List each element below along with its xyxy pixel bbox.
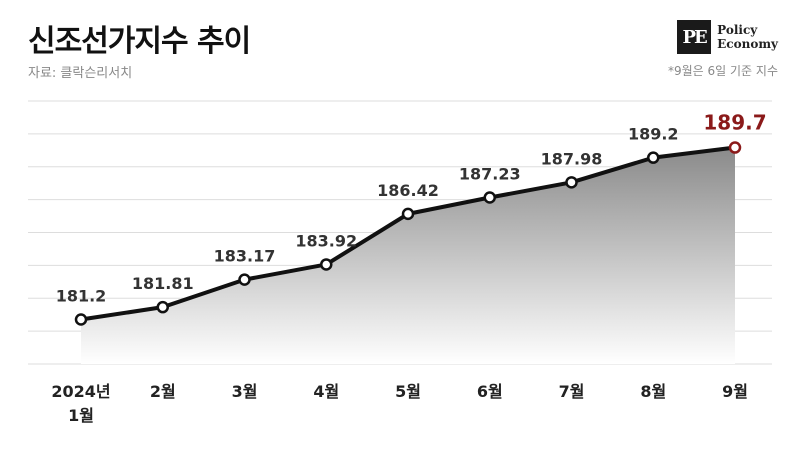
footnote: *9월은 6일 기준 지수 [668, 64, 778, 78]
data-point [320, 258, 333, 271]
x-tick-label: 8월 [640, 382, 666, 401]
data-label: 186.42 [377, 181, 439, 200]
data-point [483, 191, 496, 204]
x-tick-label: 9월 [722, 382, 748, 401]
x-tick-label: 2024년 1월 [51, 382, 110, 425]
data-point [401, 207, 415, 221]
publisher-logo: PE Policy Economy [677, 20, 778, 54]
data-label: 183.17 [214, 247, 276, 266]
data-point [565, 176, 578, 189]
data-point [238, 273, 251, 286]
data-label: 183.92 [295, 231, 357, 250]
chart-title: 신조선가지수 추이 [28, 24, 251, 59]
area-fill [81, 147, 735, 364]
x-tick-label: 7월 [559, 382, 585, 401]
data-point [647, 151, 660, 164]
x-tick-label: 3월 [232, 382, 258, 401]
data-label: 187.23 [459, 165, 521, 184]
data-label: 189.2 [628, 125, 679, 144]
data-label: 181.2 [56, 286, 107, 305]
x-tick-label: 6월 [477, 382, 503, 401]
logo-line-1: Policy [717, 23, 758, 37]
pe-logo-icon: PE [677, 20, 712, 54]
data-point [728, 141, 742, 154]
data-point [156, 300, 169, 314]
x-tick-label: 2월 [150, 382, 176, 401]
logo-line-2: Economy [717, 37, 778, 51]
logo-wordmark: Policy Economy [717, 23, 778, 51]
data-label: 189.7 [703, 111, 766, 135]
x-tick-label: 4월 [313, 382, 339, 401]
source-note: 자료: 클락슨리서치 [28, 66, 133, 81]
data-label: 187.98 [541, 149, 603, 168]
data-label: 181.81 [132, 274, 194, 293]
x-tick-label: 5월 [395, 382, 421, 401]
data-point [74, 313, 88, 326]
